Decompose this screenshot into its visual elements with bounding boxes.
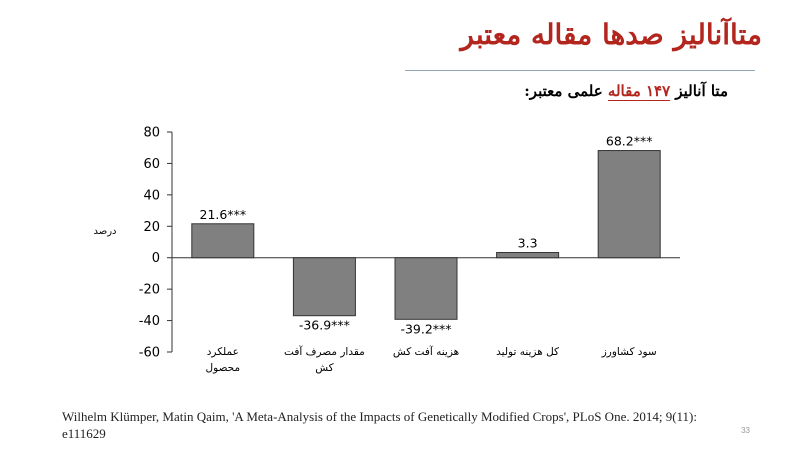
y-tick-label: 40 <box>143 188 160 203</box>
bar <box>597 150 661 259</box>
category-label: کش <box>315 362 333 374</box>
data-labels: 21.6*** -36.9*** -39.2*** 3.3 68.2*** <box>200 134 653 337</box>
y-tick-label: -40 <box>139 314 160 329</box>
y-tick-label: 60 <box>143 157 160 172</box>
data-label: 68.2*** <box>606 134 653 149</box>
y-axis: 80 60 40 20 0 -20 -40 -60 <box>139 126 680 361</box>
data-label: 21.6*** <box>200 207 247 222</box>
category-label: محصول <box>206 362 241 374</box>
category-label: عملکرد <box>207 346 239 358</box>
category-label: مقدار مصرف آفت <box>284 345 365 358</box>
bars <box>191 150 661 320</box>
bar <box>191 223 255 259</box>
data-label: -36.9*** <box>299 318 350 333</box>
bar <box>394 257 458 320</box>
slide-subtitle: متا آنالیز ۱۴۷ مقاله علمی معتبر: <box>308 82 728 101</box>
citation: Wilhelm Klümper, Matin Qaim, 'A Meta-Ana… <box>62 409 697 441</box>
category-label: سود کشاورز <box>601 346 657 358</box>
bar <box>292 257 356 317</box>
slide-title: متاآنالیز صدها مقاله معتبر <box>460 18 762 51</box>
y-tick-label: -60 <box>139 346 160 361</box>
subtitle-text-end: علمی معتبر: <box>524 82 608 100</box>
y-tick-label: 20 <box>143 220 160 235</box>
category-labels: عملکرد محصول مقدار مصرف آفت کش هزینه آفت کش ک… <box>206 345 657 374</box>
y-tick-label: 80 <box>143 126 160 141</box>
category-label: کل هزینه تولید <box>496 346 559 358</box>
y-axis-label: درصد <box>93 226 116 237</box>
bar <box>496 252 560 259</box>
subtitle-highlight: ۱۴۷ مقاله <box>607 82 671 101</box>
subtitle-text-start: متا آنالیز <box>670 82 728 100</box>
category-label: هزینه آفت کش <box>393 345 459 358</box>
page-number: 33 <box>741 426 750 435</box>
y-tick-label: 0 <box>152 251 160 266</box>
data-label: -39.2*** <box>400 321 451 336</box>
data-label: 3.3 <box>518 236 538 251</box>
title-divider <box>405 70 755 71</box>
y-tick-label: -20 <box>139 283 160 298</box>
